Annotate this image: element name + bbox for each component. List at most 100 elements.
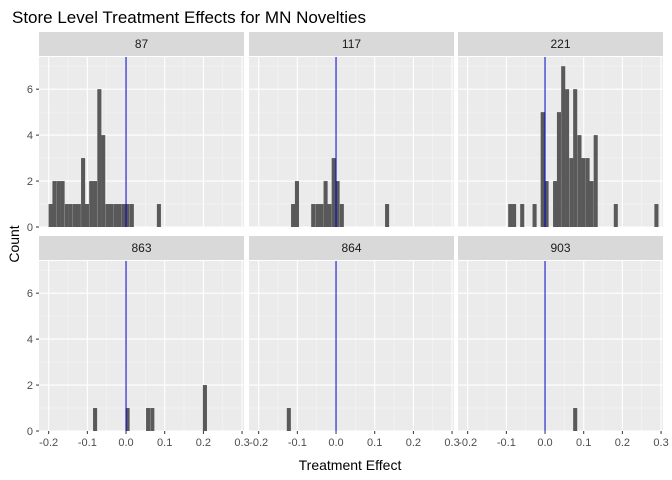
- histogram-bar: [532, 204, 537, 227]
- panel-background: [249, 261, 454, 431]
- histogram-bar: [117, 204, 122, 227]
- panel-background: [249, 57, 454, 227]
- histogram-bar: [105, 204, 110, 227]
- y-tick-label: 4: [27, 130, 33, 142]
- histogram-bar: [311, 204, 316, 227]
- histogram-bar: [335, 181, 340, 227]
- histogram-bar: [125, 408, 130, 431]
- facet-strip-label: 221: [550, 37, 570, 51]
- histogram-bar: [97, 89, 102, 227]
- histogram-bar: [286, 408, 291, 431]
- histogram-bar: [331, 158, 336, 227]
- histogram-bar: [327, 204, 332, 227]
- histogram-bar: [146, 408, 151, 431]
- facet-strip: [249, 236, 454, 260]
- x-tick-label: -0.2: [458, 437, 477, 449]
- histogram-bar: [556, 112, 561, 227]
- histogram-bar: [323, 181, 328, 227]
- histogram-bar: [561, 66, 566, 228]
- histogram-bar: [52, 181, 57, 227]
- x-tick-label: 0.2: [196, 437, 211, 449]
- histogram-bar: [72, 204, 78, 227]
- histogram-bar: [125, 204, 130, 227]
- histogram-bar: [109, 204, 114, 227]
- histogram-bar: [113, 204, 118, 227]
- histogram-bar: [553, 181, 558, 227]
- facet-strip: [39, 236, 244, 260]
- histogram-bar: [76, 204, 81, 227]
- histogram-bar: [565, 89, 570, 227]
- y-tick-label: 0: [27, 222, 33, 234]
- x-tick-label: 0.3: [444, 437, 459, 449]
- histogram-bar: [89, 181, 94, 227]
- histogram-bar: [291, 204, 296, 227]
- facet-strip: [458, 236, 663, 260]
- x-tick-label: 0.0: [537, 437, 552, 449]
- histogram-bar: [48, 204, 53, 227]
- histogram-bar: [315, 204, 320, 227]
- histogram-bar: [121, 204, 126, 227]
- facet-panel-864: 864 -0.2 -0.1 0.0 0.1 0.2 0.3: [249, 236, 460, 449]
- histogram-bar: [569, 158, 574, 227]
- y-tick-label: 4: [27, 334, 33, 346]
- histogram-bar: [520, 204, 525, 227]
- histogram-bar: [593, 135, 598, 227]
- facet-strip-label: 863: [131, 241, 151, 255]
- facet-panel-903: 903 -0.2 -0.1 0.0 0.1 0.2 0.3: [458, 236, 669, 449]
- x-tick-label: -0.1: [288, 437, 307, 449]
- x-tick-label: -0.1: [78, 437, 97, 449]
- x-tick-label: -0.2: [39, 437, 58, 449]
- histogram-bar: [512, 204, 517, 227]
- histogram-bar: [84, 204, 89, 227]
- facet-strip-label: 903: [550, 241, 570, 255]
- histogram-bar: [585, 158, 590, 227]
- histogram-bar: [573, 408, 578, 431]
- x-tick-label: -0.2: [249, 437, 268, 449]
- histogram-bar: [613, 204, 618, 227]
- facet-strip-label: 117: [342, 37, 361, 51]
- histogram-bar: [202, 385, 207, 431]
- histogram-bar: [68, 204, 73, 227]
- y-tick-label: 2: [27, 176, 33, 188]
- y-tick-label: 2: [27, 380, 33, 392]
- facet-panel-87: 87 0 2 4 6: [27, 32, 244, 234]
- histogram-bar: [540, 112, 545, 227]
- panel-background: [39, 57, 244, 227]
- x-tick-label: -0.1: [497, 437, 516, 449]
- x-tick-label: 0.2: [615, 437, 630, 449]
- histogram-bar: [101, 135, 106, 227]
- panel-background: [458, 261, 663, 431]
- histogram-bar: [573, 89, 578, 227]
- y-axis-title: Count: [6, 225, 22, 262]
- histogram-bar: [150, 408, 155, 431]
- histogram-bar: [544, 181, 549, 227]
- histogram-bar: [93, 181, 98, 227]
- facet-strip: [249, 32, 454, 56]
- facet-strip-label: 864: [341, 241, 361, 255]
- facet-panel-863: 863 0 2 4 6 -0.2 -0.1 0.0 0.1 0.2 0.3: [27, 236, 250, 449]
- histogram-bar: [56, 181, 61, 227]
- facet-strip-label: 87: [135, 37, 149, 51]
- x-tick-label: 0.0: [328, 437, 343, 449]
- histogram-bar: [60, 181, 65, 227]
- histogram-bar: [319, 204, 324, 227]
- histogram-bar: [339, 204, 344, 227]
- y-tick-label: 6: [27, 84, 33, 96]
- facet-panel-221: 221: [458, 32, 663, 228]
- histogram-bar: [93, 408, 98, 431]
- histogram-bar: [294, 181, 299, 227]
- facet-panel-117: 117: [249, 32, 454, 228]
- x-tick-label: 0.2: [406, 437, 421, 449]
- y-tick-label: 6: [27, 288, 33, 300]
- x-tick-label: 0.1: [367, 437, 382, 449]
- histogram-bar: [577, 135, 582, 227]
- panel-background: [39, 261, 244, 431]
- histogram-bar: [64, 204, 69, 227]
- histogram-bar: [654, 204, 659, 227]
- histogram-bar: [156, 204, 161, 227]
- y-tick-label: 0: [27, 426, 33, 438]
- histogram-bar: [81, 158, 86, 227]
- x-tick-label: 0.1: [157, 437, 172, 449]
